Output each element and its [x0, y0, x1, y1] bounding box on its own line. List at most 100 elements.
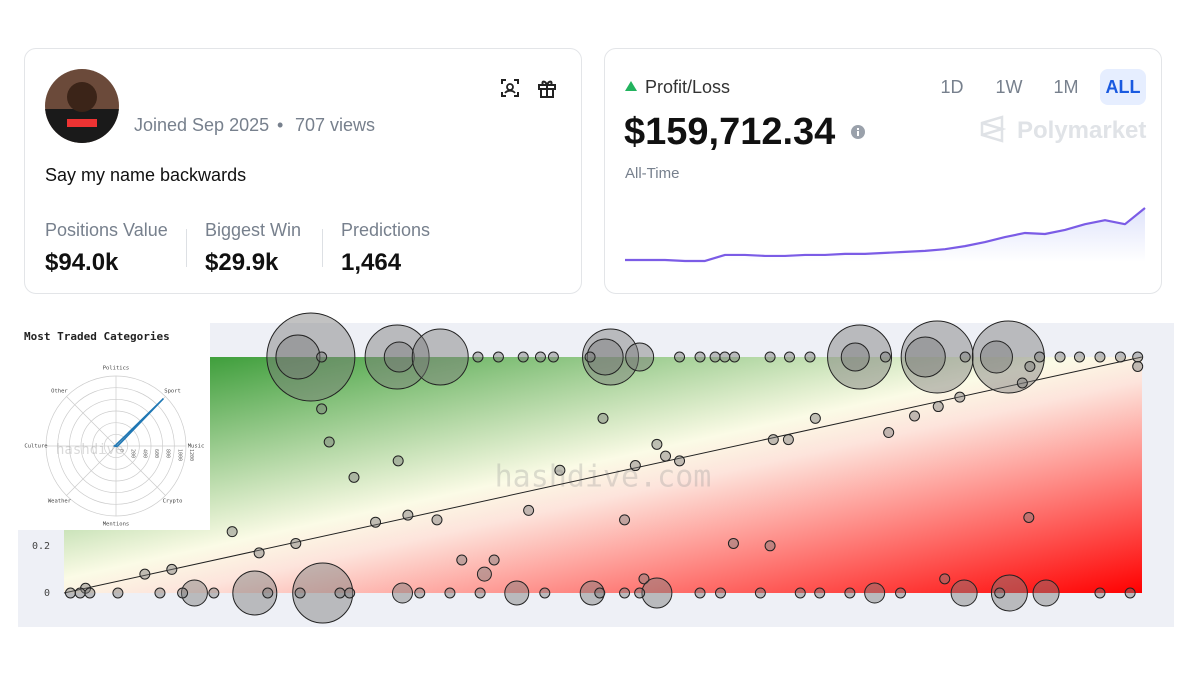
- r-tick-label: 1200: [188, 449, 194, 461]
- scan-icon[interactable]: [499, 77, 521, 99]
- bubble: [180, 579, 208, 607]
- bubble: [579, 580, 605, 606]
- bubble: [1016, 377, 1028, 389]
- bubble: [316, 403, 328, 415]
- bubble: [370, 516, 382, 528]
- diagonal-line: [63, 356, 1143, 594]
- stat-label: Biggest Win: [205, 220, 302, 240]
- bubble: [488, 554, 500, 566]
- bubble: [651, 438, 663, 450]
- polar-spoke: [66, 445, 117, 496]
- y-tick-label: 0: [44, 588, 50, 599]
- bubble: [74, 587, 86, 599]
- bubble: [709, 351, 721, 363]
- bubble: [1073, 351, 1085, 363]
- bubble: [979, 340, 1013, 374]
- bubble: [840, 342, 870, 372]
- polar-spoke: [66, 396, 117, 447]
- pnl-value: $159,712.34: [624, 111, 836, 153]
- bubble: [474, 587, 486, 599]
- bubble: [232, 570, 278, 616]
- r-tick-label: 600: [153, 449, 159, 458]
- watermark: hashdive.com: [495, 460, 712, 495]
- bubble: [523, 504, 535, 516]
- gift-icon[interactable]: [536, 77, 558, 99]
- bubble: [754, 587, 766, 599]
- bubble: [166, 563, 178, 575]
- bubble: [827, 324, 893, 390]
- category-label: Other: [51, 388, 68, 394]
- tab[interactable]: 1D: [940, 77, 964, 97]
- bubble: [364, 324, 430, 390]
- bubble: [719, 351, 731, 363]
- bubble: [809, 412, 821, 424]
- bubble: [674, 351, 686, 363]
- watermark: hashdive: [56, 442, 123, 458]
- polar-title: Most Traded Categories: [24, 330, 170, 343]
- bubble: [266, 312, 356, 402]
- views: 707 views: [295, 115, 376, 135]
- bubble: [492, 351, 504, 363]
- bubble: [292, 562, 354, 624]
- bubble: [794, 587, 806, 599]
- bubble: [177, 587, 189, 599]
- bubble: [253, 547, 265, 559]
- pnl-label: Profit/Loss: [645, 77, 731, 97]
- bubble: [864, 582, 886, 604]
- bubble: [597, 412, 609, 424]
- bubble: [383, 341, 415, 373]
- bubble: [348, 471, 360, 483]
- bubble: [208, 587, 220, 599]
- info-icon[interactable]: [851, 125, 865, 139]
- divider: [186, 229, 187, 267]
- bubble: [411, 328, 469, 386]
- bubble: [764, 351, 776, 363]
- brand: Polymarket: [1017, 117, 1147, 144]
- divider: [322, 229, 323, 267]
- stat: Positions Value $94.0k: [45, 220, 168, 277]
- bubble: [344, 587, 356, 599]
- bubble: [472, 351, 484, 363]
- bubble: [1023, 511, 1035, 523]
- tab[interactable]: 1M: [1053, 77, 1079, 97]
- polar-spoke: [115, 445, 166, 496]
- bubble: [294, 587, 306, 599]
- bubble: [904, 336, 946, 378]
- pnl-chart: [625, 207, 1146, 263]
- bubble: [84, 587, 96, 599]
- bubble: [909, 410, 921, 422]
- category-label: Culture: [24, 444, 47, 450]
- up-arrow: [625, 81, 637, 91]
- bubble: [547, 351, 559, 363]
- bubble: [582, 328, 640, 386]
- category-label: Politics: [103, 366, 130, 372]
- r-tick-label: 1000: [176, 449, 182, 461]
- bubble: [990, 574, 1028, 612]
- bubble: [64, 587, 76, 599]
- profile-card: Joined Sep 2025 • 707 views Say my name …: [24, 48, 582, 294]
- stat-value: $94.0k: [45, 249, 119, 276]
- bubble: [629, 460, 641, 472]
- stat-value: $29.9k: [205, 249, 279, 276]
- tab[interactable]: 1W: [995, 77, 1023, 97]
- bubble: [950, 579, 978, 607]
- stat-label: Predictions: [341, 220, 431, 240]
- category-label: Music: [188, 444, 205, 450]
- bubble: [586, 338, 624, 376]
- r-tick-label: 200: [130, 449, 136, 458]
- bubble: [959, 351, 971, 363]
- tab[interactable]: ALL: [1100, 69, 1146, 105]
- stat: Biggest Win $29.9k: [205, 220, 301, 277]
- bubble: [262, 587, 274, 599]
- category-label: Crypto: [163, 499, 183, 505]
- bubble: [994, 587, 1006, 599]
- bubble: [694, 587, 706, 599]
- bubble: [504, 580, 530, 606]
- bubble: [290, 537, 302, 549]
- bubble: [1054, 351, 1066, 363]
- joined: Joined Sep 2025: [134, 115, 270, 135]
- bubble: [392, 455, 404, 467]
- bubble: [154, 587, 166, 599]
- bubble: [539, 587, 551, 599]
